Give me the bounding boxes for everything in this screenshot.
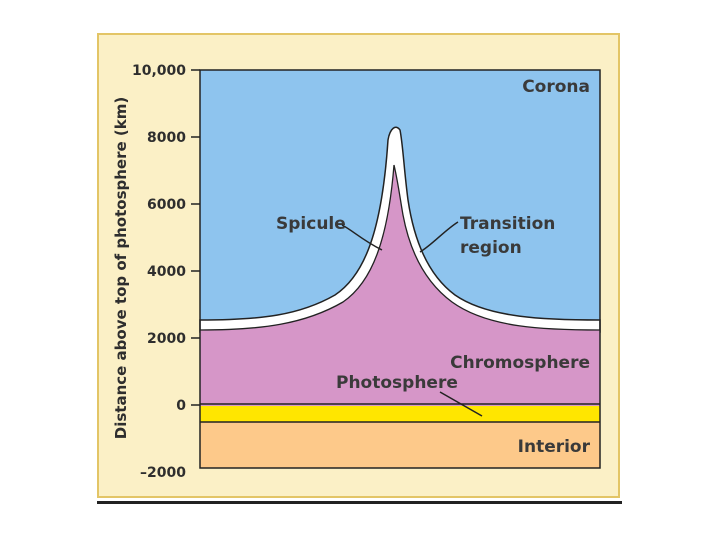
interior-region xyxy=(200,422,600,468)
photosphere-layer xyxy=(200,404,600,422)
plot-border xyxy=(199,69,601,469)
y-tick-label: 0 xyxy=(176,398,186,414)
chromosphere-label: Chromosphere xyxy=(450,353,590,373)
interior-label: Interior xyxy=(518,437,591,457)
y-tick-label: 2000 xyxy=(147,331,186,347)
transition-label-line2: region xyxy=(460,238,522,258)
bottom-rule xyxy=(97,501,622,504)
y-axis-label: Distance above top of photosphere (km) xyxy=(112,97,130,439)
transition-leader-line xyxy=(419,221,459,253)
spicule-leader-line xyxy=(341,224,383,251)
y-tick-label: 8000 xyxy=(147,130,186,146)
y-tick-label: 6000 xyxy=(147,197,186,213)
spicule-outline xyxy=(199,164,601,331)
y-tick-label: 4000 xyxy=(147,264,186,280)
transition-label-line1: Transition xyxy=(460,214,555,234)
photosphere-label: Photosphere xyxy=(336,373,458,393)
y-tick-marks xyxy=(191,69,200,406)
spicule-shape xyxy=(200,165,600,406)
spicule-label: Spicule xyxy=(276,214,346,234)
y-tick-label: –2000 xyxy=(140,465,186,481)
photosphere-leader-line xyxy=(439,391,483,417)
leader-lines xyxy=(341,221,483,417)
corona-label: Corona xyxy=(522,77,590,97)
y-tick-label: 10,000 xyxy=(132,63,186,79)
